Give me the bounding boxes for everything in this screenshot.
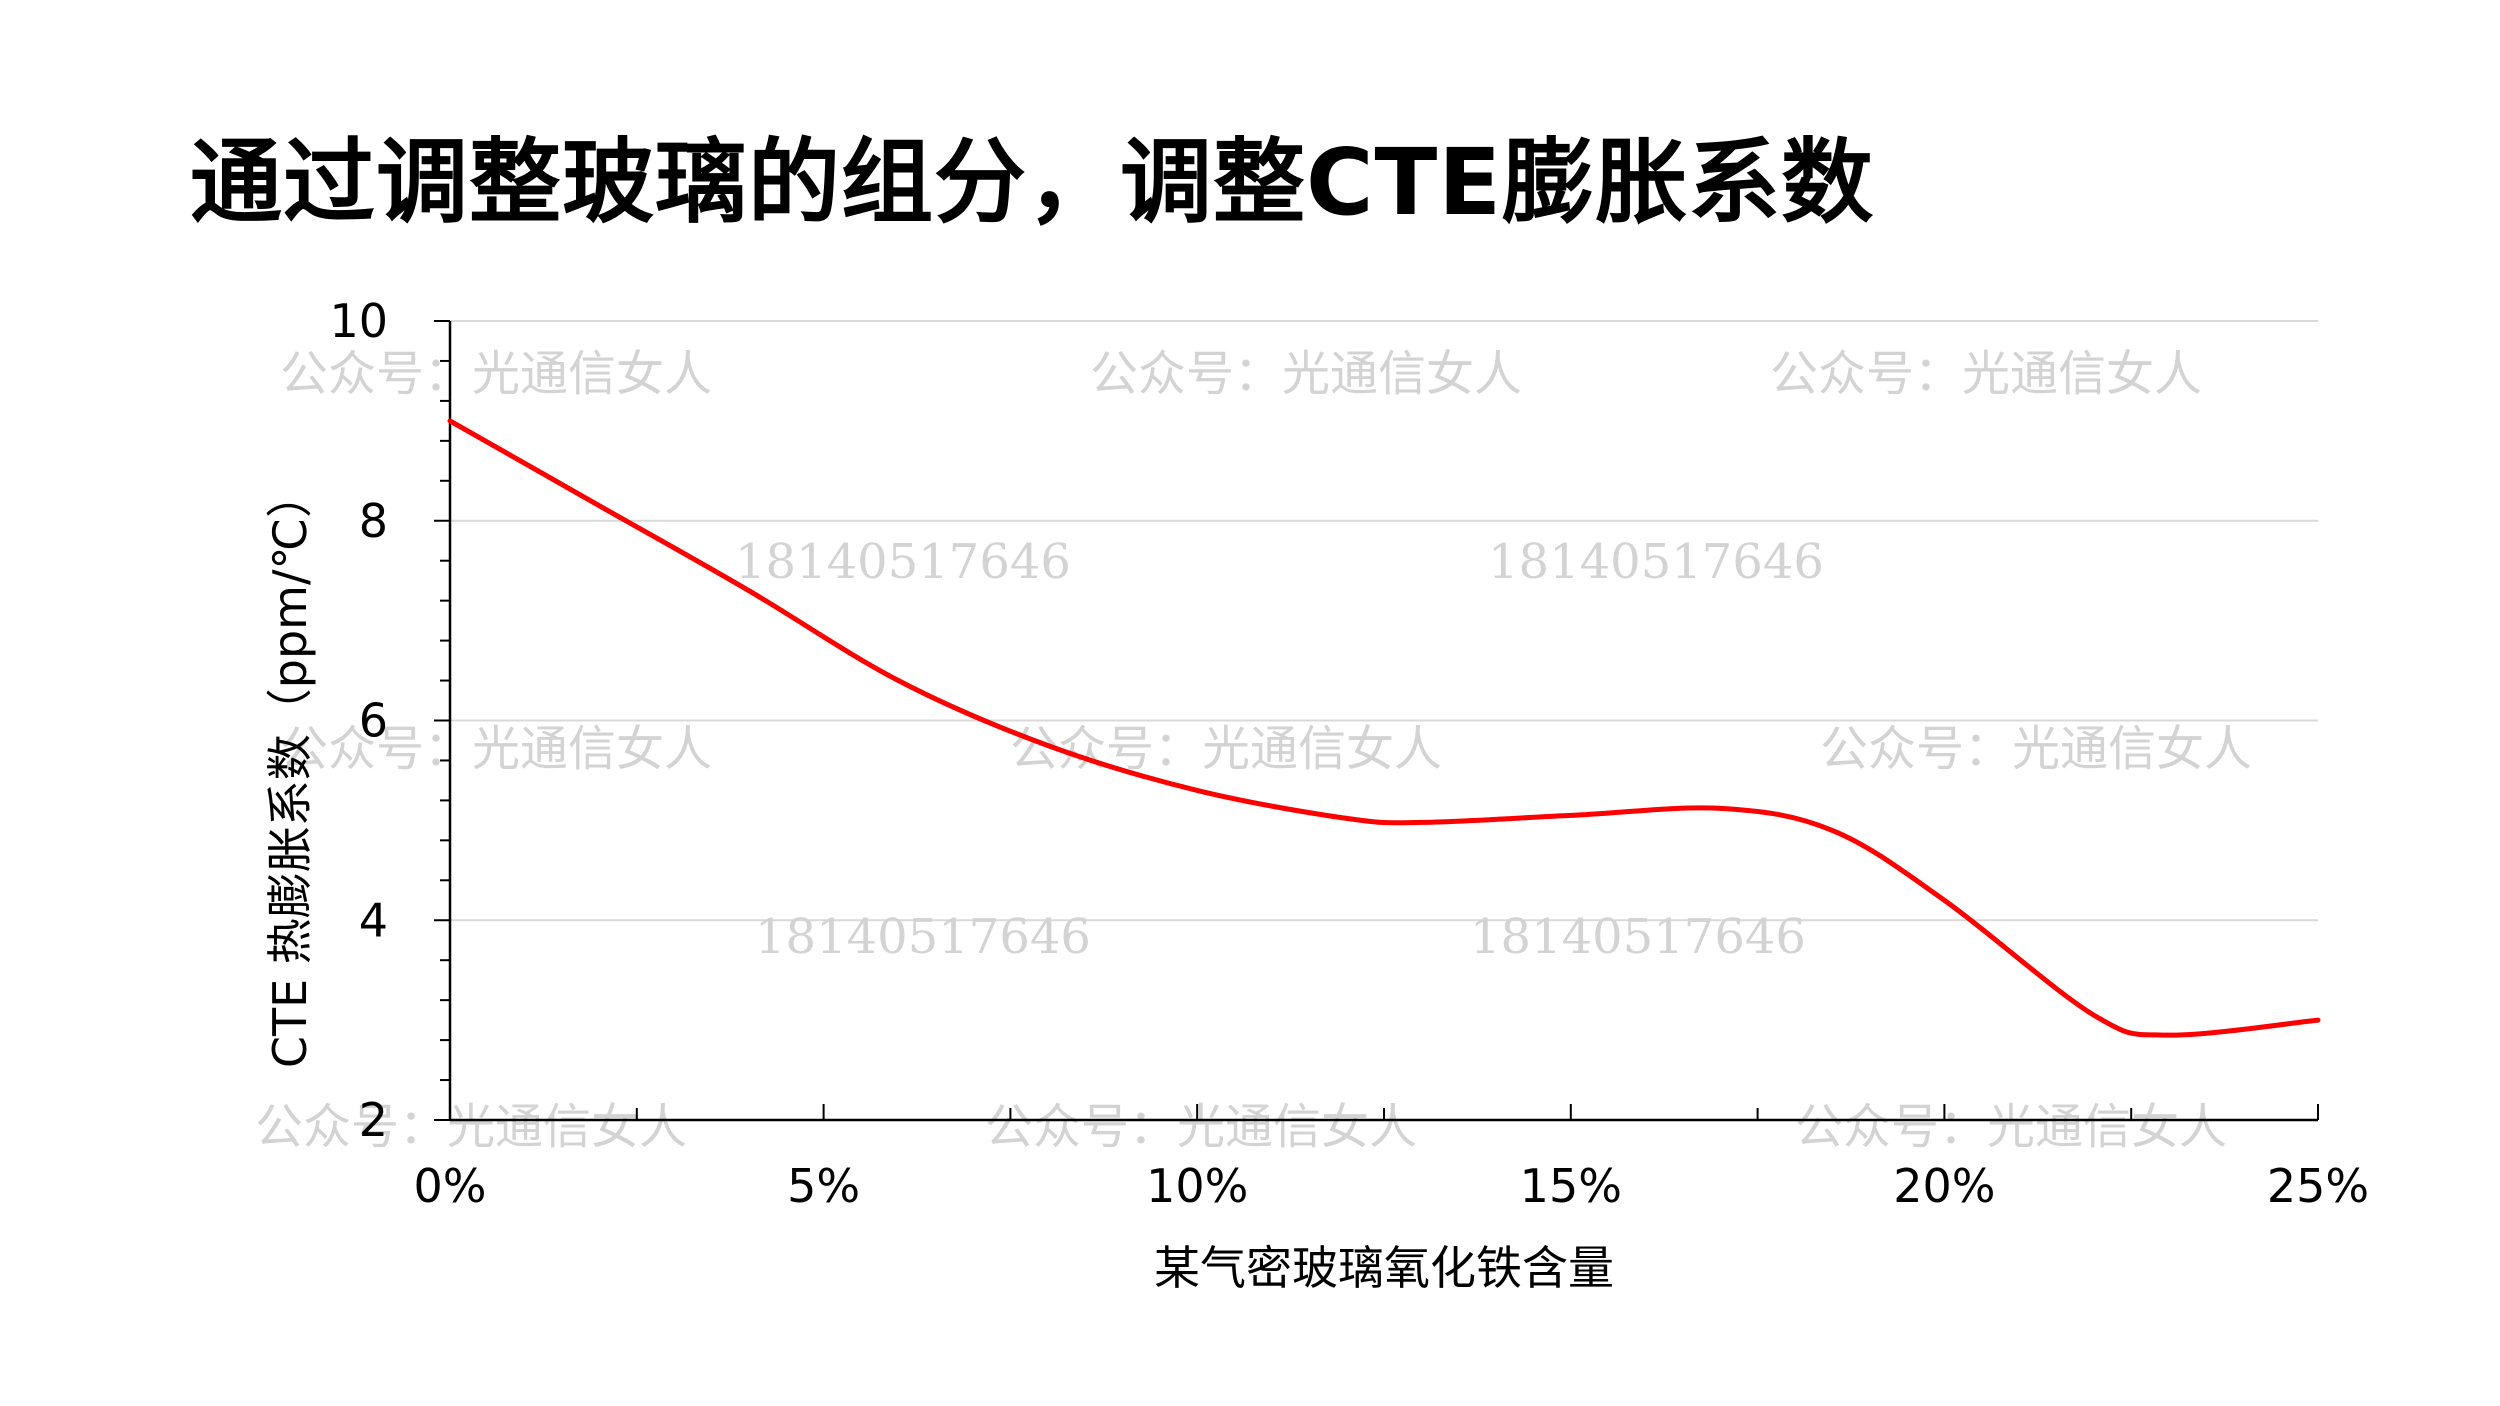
watermark-account: 公众号：光通信女人 xyxy=(280,346,712,402)
y-tick-label: 6 xyxy=(359,694,388,748)
watermark-account: 公众号：光通信女人 xyxy=(1795,1099,2227,1155)
x-tick-label: 10% xyxy=(1146,1159,1248,1213)
x-tick-label: 15% xyxy=(1520,1159,1622,1213)
watermark-account: 公众号：光通信女人 xyxy=(1770,346,2202,402)
watermark-account: 公众号：光通信女人 xyxy=(1090,346,1522,402)
axes xyxy=(434,320,2319,1122)
watermark-phone: 18140517646 xyxy=(1470,909,1806,965)
series-layer xyxy=(447,418,2321,1038)
tick-labels: 2 4 6 8 10 0% 5% 10% 15% 20% 25% xyxy=(329,294,2369,1213)
watermark-account: 公众号：光通信女人 xyxy=(985,1099,1417,1155)
watermark-phone: 18140517646 xyxy=(1488,534,1824,590)
gridlines xyxy=(450,320,2318,922)
y-tick-label: 10 xyxy=(329,294,388,348)
watermark-account: 公众号：光通信女人 xyxy=(1820,721,2252,777)
slide-title: 通过调整玻璃的组分，调整CTE膨胀系数 xyxy=(190,129,1875,236)
watermark-account: 公众号：光通信女人 xyxy=(1010,721,1442,777)
watermark-account: 公众号：光通信女人 xyxy=(280,721,712,777)
y-tick-label: 4 xyxy=(359,893,388,947)
series-line xyxy=(447,418,2321,1038)
y-axis-title: CTE 热膨胀系数（ppm/℃） xyxy=(263,472,317,1068)
x-tick-label: 20% xyxy=(1893,1159,1995,1213)
x-tick-label: 25% xyxy=(2267,1159,2369,1213)
watermark-account: 公众号：光通信女人 xyxy=(255,1099,687,1155)
y-tick-label: 8 xyxy=(359,494,388,548)
watermarks: 公众号：光通信女人 公众号：光通信女人 公众号：光通信女人 1814051764… xyxy=(255,346,2252,1155)
x-tick-label: 5% xyxy=(787,1159,860,1213)
x-tick-label: 0% xyxy=(414,1159,487,1213)
y-tick-label: 2 xyxy=(359,1093,388,1147)
x-axis-title: 某气密玻璃氧化铁含量 xyxy=(1154,1241,1614,1295)
watermark-phone: 18140517646 xyxy=(755,909,1091,965)
watermark-phone: 18140517646 xyxy=(735,534,1071,590)
